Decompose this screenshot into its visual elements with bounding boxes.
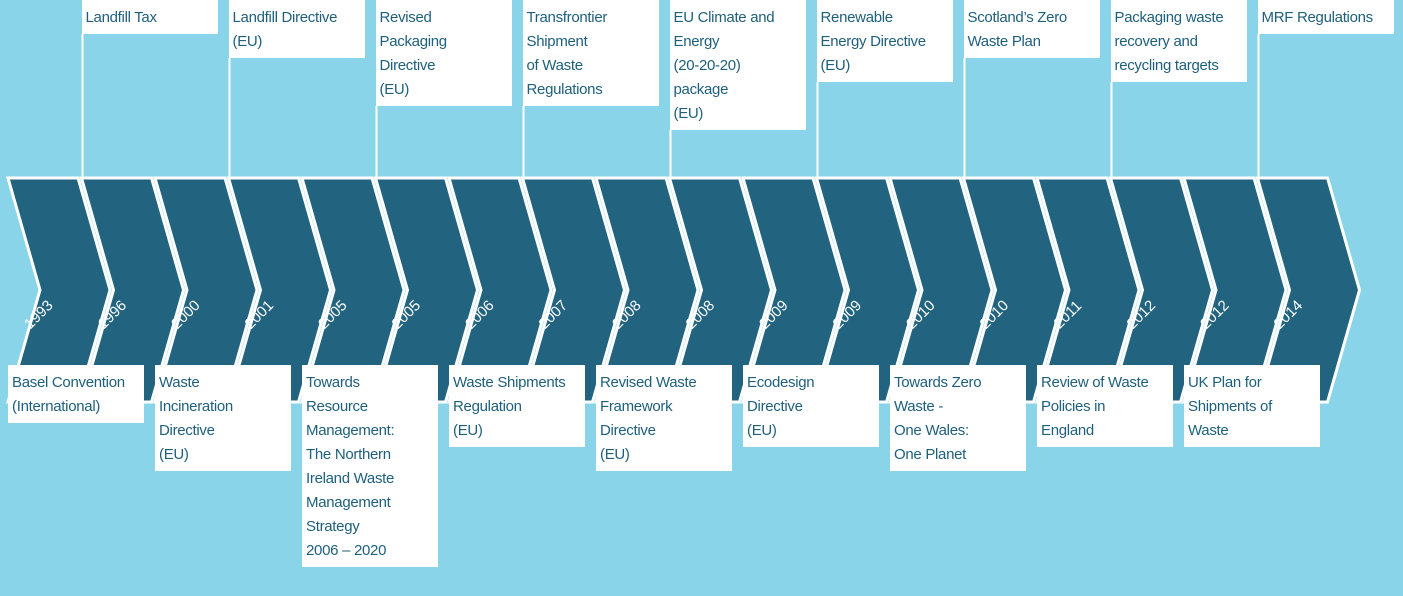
event-text: package xyxy=(673,81,729,98)
event-text: Resource xyxy=(306,398,368,415)
event-text: Shipments of xyxy=(1188,398,1272,415)
event-text: Transfrontier xyxy=(526,9,608,26)
event-text: Renewable xyxy=(820,9,894,26)
event-text: The Northern xyxy=(306,446,391,463)
event-text: Regulation xyxy=(453,398,522,415)
event-text: Ireland Waste xyxy=(306,470,395,487)
event-text: UK Plan for xyxy=(1188,374,1262,391)
event-box: Landfill Directive (EU) xyxy=(228,0,365,58)
event-text: Management: xyxy=(306,422,395,439)
event-text: (20-20-20) xyxy=(673,57,741,74)
event-text: 2006 – 2020 xyxy=(306,542,387,559)
event-text: of Waste xyxy=(526,57,584,74)
event-box: Basel Convention (International) xyxy=(8,365,144,423)
chevron xyxy=(667,176,774,404)
event-box: Waste Shipments Regulation (EU) xyxy=(449,365,585,447)
chevron xyxy=(961,176,1068,404)
event-box: Scotland’s Zero Waste Plan xyxy=(963,0,1100,58)
event-text: Directive xyxy=(159,422,215,439)
event-text: Directive xyxy=(379,57,436,74)
event-text: (EU) xyxy=(232,33,263,50)
event-text: Landfill Directive xyxy=(232,9,338,26)
event-box: Packaging waste recovery and recycling tar… xyxy=(1110,0,1247,82)
event-box: Towards Zero Waste - One Wales: One Planet xyxy=(890,365,1026,471)
event-text: Energy Directive xyxy=(820,33,927,50)
event-text: Packaging waste xyxy=(1114,9,1224,26)
event-text: (EU) xyxy=(820,57,851,74)
event-text: Revised xyxy=(379,9,432,26)
event-text: (EU) xyxy=(453,422,483,439)
event-text: recycling targets xyxy=(1114,57,1219,74)
event-box: Review of Waste Policies in England xyxy=(1037,365,1173,447)
event-text: recovery and xyxy=(1114,33,1198,50)
chevron xyxy=(79,176,186,404)
event-text: Basel Convention xyxy=(12,374,125,391)
event-text: Towards xyxy=(306,374,360,391)
event-text: EU Climate and xyxy=(673,9,775,26)
event-text: Packaging xyxy=(379,33,448,50)
event-text: Management xyxy=(306,494,391,511)
event-text: Framework xyxy=(600,398,673,415)
event-text: (International) xyxy=(12,398,101,415)
event-text: One Planet xyxy=(894,446,967,463)
event-text: Energy xyxy=(673,33,720,50)
event-text: England xyxy=(1041,422,1094,439)
event-text: Towards Zero xyxy=(894,374,982,391)
event-text: Revised Waste xyxy=(600,374,697,391)
event-box: Renewable Energy Directive (EU) xyxy=(816,0,953,82)
event-text: Ecodesign xyxy=(747,374,815,391)
event-text: (EU) xyxy=(747,422,777,439)
chevron xyxy=(373,176,480,404)
event-text: (EU) xyxy=(600,446,630,463)
event-text: One Wales: xyxy=(894,422,969,439)
event-text: (EU) xyxy=(159,446,189,463)
event-text: Waste xyxy=(159,374,200,391)
chevron xyxy=(814,176,921,404)
event-box: Waste Incineration Directive (EU) xyxy=(155,365,291,471)
event-text: Directive xyxy=(747,398,803,415)
event-box: Landfill Tax xyxy=(81,0,218,34)
event-text: Incineration xyxy=(159,398,233,415)
chevron xyxy=(1255,176,1362,404)
event-text: Waste Shipments xyxy=(453,374,566,391)
event-text: Landfill Tax xyxy=(85,9,157,26)
event-text: Waste xyxy=(1188,422,1229,439)
event-text: Directive xyxy=(600,422,656,439)
event-text: MRF Regulations xyxy=(1261,9,1374,26)
event-text: Policies in xyxy=(1041,398,1106,415)
event-text: Review of Waste xyxy=(1041,374,1149,391)
chevron xyxy=(520,176,627,404)
event-text: (EU) xyxy=(379,81,410,98)
event-text: Waste - xyxy=(894,398,944,415)
event-box: EU Climate and Energy (20-20-20) package (EU… xyxy=(669,0,806,130)
event-box: Towards Resource Management: The Northern Ir… xyxy=(302,365,438,567)
event-box: Revised Packaging Directive (EU) xyxy=(375,0,512,106)
event-text: Shipment xyxy=(526,33,588,50)
chevron xyxy=(226,176,333,404)
event-box: Ecodesign Directive (EU) xyxy=(743,365,879,447)
chevron xyxy=(1108,176,1215,404)
event-text: Scotland’s Zero xyxy=(967,9,1068,26)
event-box: Revised Waste Framework Directive (EU) xyxy=(596,365,732,471)
event-text: Strategy xyxy=(306,518,360,535)
event-text: Waste Plan xyxy=(967,33,1041,50)
event-text: (EU) xyxy=(673,105,704,122)
event-box: UK Plan for Shipments of Waste xyxy=(1184,365,1320,447)
event-box: Transfrontier Shipment of Waste Regulations xyxy=(522,0,659,106)
event-text: Regulations xyxy=(526,81,603,98)
event-box: MRF Regulations xyxy=(1257,0,1394,34)
